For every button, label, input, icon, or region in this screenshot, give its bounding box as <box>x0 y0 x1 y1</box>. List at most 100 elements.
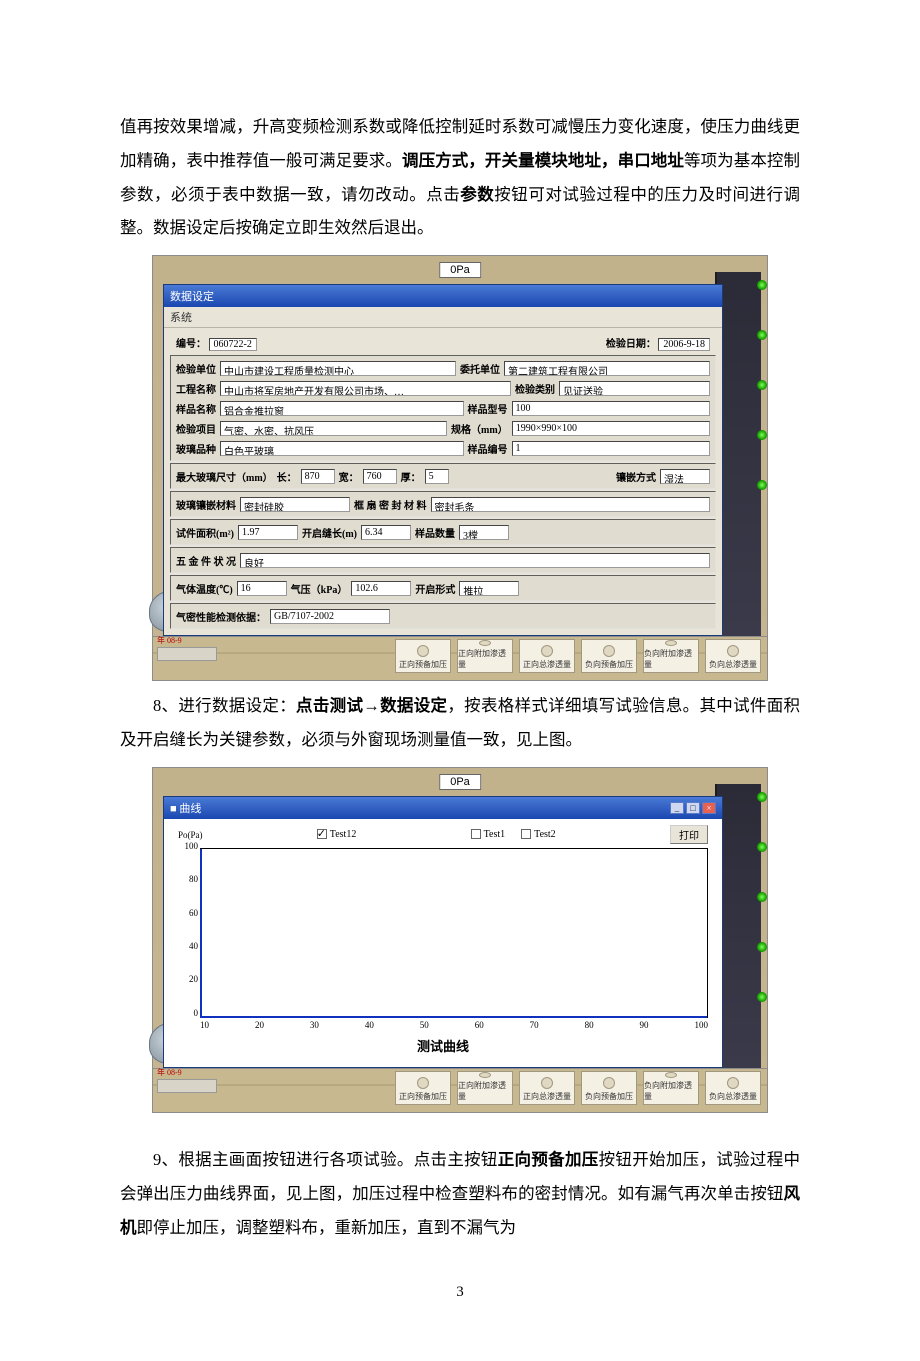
toolbar-button[interactable]: 负向总渗透量 <box>705 1071 761 1105</box>
standard-input[interactable]: GB/7107-2002 <box>270 609 390 624</box>
p9-num: 9、根据主画面按钮进行各项试验。点击主按钮 <box>153 1150 498 1169</box>
curve-window: ■ 曲线 _ □ × Po(Pa) Test12 Test1Test2 打印 <box>163 796 723 1068</box>
y-tick: 100 <box>174 841 198 851</box>
toolbar-button[interactable]: 正向预备加压 <box>395 1071 451 1105</box>
status-corner-2: 年 08-9 <box>157 1069 217 1093</box>
form-row: 玻璃品种白色平玻璃样品编号 1 <box>176 439 710 457</box>
button-icon <box>727 1077 739 1089</box>
frame-seal-input[interactable]: 密封毛条 <box>431 497 711 512</box>
x-tick: 40 <box>365 1020 374 1030</box>
field-label: 样品型号 <box>468 401 508 416</box>
window-titlebar[interactable]: 数据设定 <box>164 285 722 307</box>
paragraph-9: 9、根据主画面按钮进行各项试验。点击主按钮正向预备加压按钮开始加压，试验过程中会… <box>120 1143 800 1244</box>
toolbar-button[interactable]: 正向总渗透量 <box>519 639 575 673</box>
field-label: 玻璃品种 <box>176 441 216 456</box>
field-input[interactable]: 中山市将军房地产开发有限公司市场、… <box>220 381 511 396</box>
code-value[interactable]: 060722-2 <box>209 338 257 351</box>
toolbar-button[interactable]: 负向预备加压 <box>581 1071 637 1105</box>
wid-input[interactable]: 760 <box>363 469 397 484</box>
toolbar-button[interactable]: 正向附加渗透量 <box>457 639 513 673</box>
frame-seal-label: 框 扇 密 封 材 料 <box>354 497 427 512</box>
x-axis-ticks: 102030405060708090100 <box>200 1018 708 1030</box>
open-input[interactable]: 推拉 <box>459 581 519 596</box>
date-label: 检验日期： <box>606 339 656 350</box>
qty-label: 样品数量 <box>415 525 455 540</box>
hardware-label: 五 金 件 状 况 <box>176 553 236 568</box>
field-input[interactable]: 中山市建设工程质量检测中心 <box>220 361 456 376</box>
p9-post: 即停止加压，调整塑料布，重新加压，直到不漏气为 <box>137 1218 517 1237</box>
len-input[interactable]: 870 <box>301 469 335 484</box>
glass-seal-input[interactable]: 密封硅胶 <box>240 497 350 512</box>
field-input[interactable]: 见证送验 <box>559 381 710 396</box>
toolbar-button[interactable]: 负向预备加压 <box>581 639 637 673</box>
form-row: 检验项目气密、水密、抗风压规格（mm）1990×990×100 <box>176 419 710 437</box>
temp-input[interactable]: 16 <box>237 581 287 596</box>
toolbar-button[interactable]: 负向附加渗透量 <box>643 1071 699 1105</box>
button-icon <box>603 1077 615 1089</box>
button-icon <box>479 1072 491 1078</box>
thk-input[interactable]: 5 <box>425 469 449 484</box>
x-tick: 10 <box>200 1020 209 1030</box>
field-input[interactable]: 白色平玻璃 <box>220 441 464 456</box>
button-label: 负向附加渗透量 <box>644 1080 698 1102</box>
glass-seal-label: 玻璃镶嵌材料 <box>176 497 236 512</box>
button-label: 负向总渗透量 <box>709 659 757 670</box>
toolbar-button[interactable]: 负向附加渗透量 <box>643 639 699 673</box>
field-input[interactable]: 铝合金推拉窗 <box>220 401 464 416</box>
checkbox-icon <box>471 829 481 839</box>
chart-series-line <box>200 1016 707 1018</box>
field-label: 样品编号 <box>468 441 508 456</box>
x-tick: 60 <box>475 1020 484 1030</box>
form-rows: 检验单位中山市建设工程质量检测中心委托单位第二建筑工程有限公司工程名称中山市将军… <box>176 359 710 457</box>
chart-plot-area: 100806040200 <box>200 848 708 1018</box>
x-tick: 70 <box>530 1020 539 1030</box>
button-label: 负向总渗透量 <box>709 1091 757 1102</box>
button-icon <box>665 640 677 646</box>
maximize-button[interactable]: □ <box>686 802 700 814</box>
toolbar-button[interactable]: 负向总渗透量 <box>705 639 761 673</box>
embed-input[interactable]: 湿法 <box>660 469 710 484</box>
field-input[interactable]: 第二建筑工程有限公司 <box>504 361 710 376</box>
print-button[interactable]: 打印 <box>670 825 708 844</box>
gap-input[interactable]: 6.34 <box>361 525 411 540</box>
toolbar-button[interactable]: 正向总渗透量 <box>519 1071 575 1105</box>
field-label: 委托单位 <box>460 361 500 376</box>
x-tick: 80 <box>585 1020 594 1030</box>
x-tick: 30 <box>310 1020 319 1030</box>
field-label: 样品名称 <box>176 401 216 416</box>
field-input[interactable]: 100 <box>512 401 711 416</box>
button-icon <box>417 1077 429 1089</box>
toolbar-button[interactable]: 正向预备加压 <box>395 639 451 673</box>
toolbar-button[interactable]: 正向附加渗透量 <box>457 1071 513 1105</box>
minimize-button[interactable]: _ <box>670 802 684 814</box>
button-icon <box>665 1072 677 1078</box>
field-input[interactable]: 1990×990×100 <box>512 421 710 436</box>
button-label: 正向预备加压 <box>399 1091 447 1102</box>
field-label: 规格（mm） <box>451 421 508 436</box>
button-label: 正向附加渗透量 <box>458 648 512 670</box>
open-label: 开启形式 <box>415 581 455 596</box>
button-icon <box>727 645 739 657</box>
x-tick: 50 <box>420 1020 429 1030</box>
paragraph-8: 8、进行数据设定：点击测试→数据设定，按表格样式详细填写试验信息。其中试件面积及… <box>120 689 800 757</box>
date-value[interactable]: 2006-9-18 <box>658 338 710 351</box>
form-row: 工程名称中山市将军房地产开发有限公司市场、…检验类别见证送验 <box>176 379 710 397</box>
press-label: 气压（kPa） <box>291 581 348 596</box>
p1-bold2: 参数 <box>460 185 494 204</box>
button-label: 负向附加渗透量 <box>644 648 698 670</box>
y-tick: 60 <box>174 908 198 918</box>
qty-input[interactable]: 3樘 <box>459 525 509 540</box>
button-label: 正向预备加压 <box>399 659 447 670</box>
field-input[interactable]: 气密、水密、抗风压 <box>220 421 447 436</box>
menu-system[interactable]: 系统 <box>164 307 722 328</box>
hardware-input[interactable]: 良好 <box>240 553 710 568</box>
y-tick: 40 <box>174 941 198 951</box>
press-input[interactable]: 102.6 <box>351 581 411 596</box>
series-checkbox[interactable]: Test2 <box>521 829 556 840</box>
code-label: 编号： <box>176 339 206 350</box>
area-input[interactable]: 1.97 <box>238 525 298 540</box>
field-input[interactable]: 1 <box>512 441 711 456</box>
page-number: 3 <box>120 1284 800 1301</box>
close-button[interactable]: × <box>702 802 716 814</box>
series-checkbox[interactable]: Test1 <box>471 829 506 840</box>
